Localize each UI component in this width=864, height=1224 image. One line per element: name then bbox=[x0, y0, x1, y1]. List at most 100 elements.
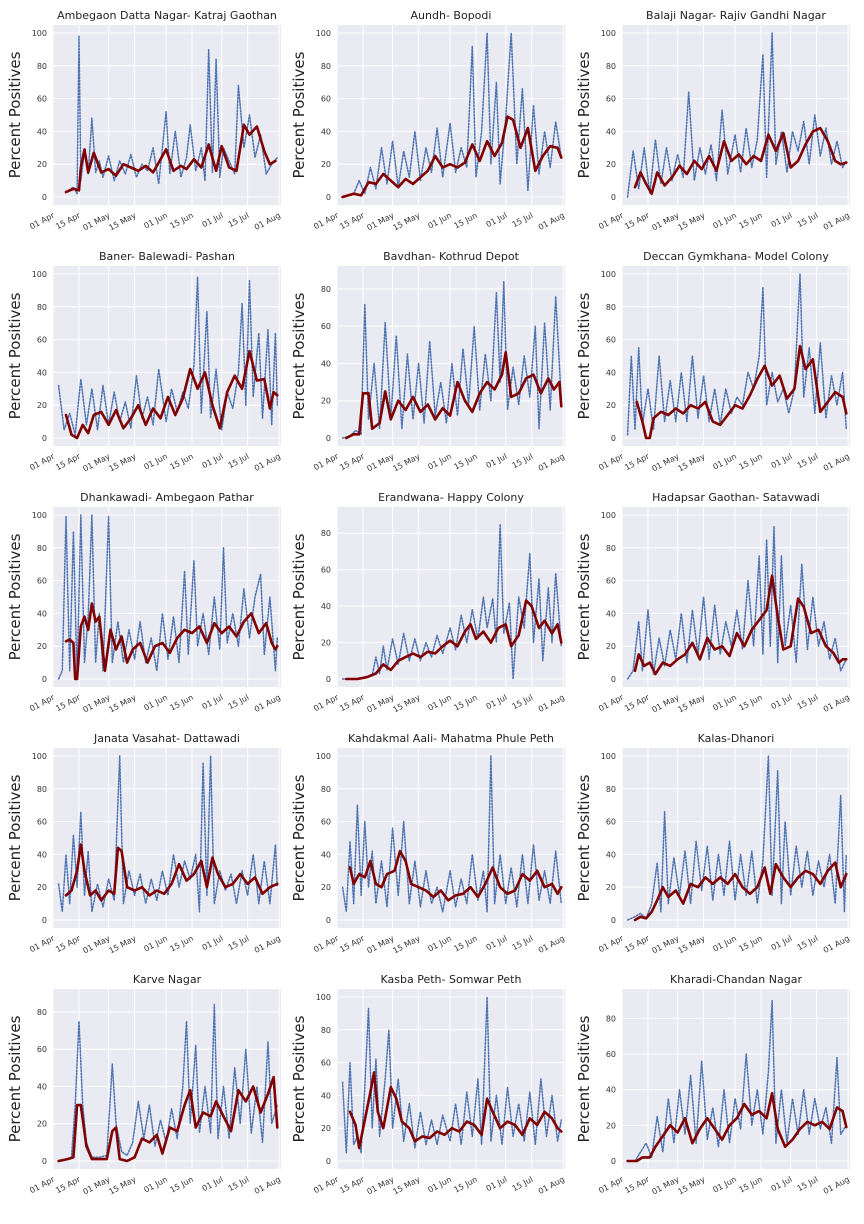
series-rolling-line bbox=[64, 123, 277, 194]
series-rolling-line bbox=[64, 843, 279, 902]
y-tick-label: 100 bbox=[32, 511, 47, 520]
y-tick-label: 80 bbox=[37, 1008, 47, 1017]
y-tick-label: 80 bbox=[321, 1026, 331, 1035]
series-rolling-line bbox=[64, 349, 279, 440]
y-tick-label: 0 bbox=[42, 1157, 47, 1166]
series-rolling-line bbox=[341, 115, 563, 199]
y-tick-label: 0 bbox=[326, 916, 331, 925]
y-tick-label: 20 bbox=[606, 883, 616, 892]
y-tick-label: 40 bbox=[321, 127, 331, 136]
y-tick-label: 0 bbox=[326, 193, 331, 202]
y-tick-label: 40 bbox=[37, 609, 47, 618]
y-tick-label: 60 bbox=[606, 336, 616, 345]
y-tick-label: 100 bbox=[32, 270, 47, 279]
y-tick-label: 20 bbox=[37, 1120, 47, 1129]
y-tick-label: 40 bbox=[321, 359, 331, 368]
y-tick-label: 0 bbox=[611, 916, 616, 925]
y-tick-label: 60 bbox=[321, 566, 331, 575]
y-tick-label: 100 bbox=[601, 511, 616, 520]
y-tick-label: 40 bbox=[37, 850, 47, 859]
series-rolling-line bbox=[344, 350, 563, 440]
y-tick-label: 40 bbox=[606, 850, 616, 859]
y-tick-label: 80 bbox=[606, 544, 616, 553]
series-daily-line bbox=[626, 755, 848, 921]
y-tick-label: 20 bbox=[37, 401, 47, 410]
y-tick-label: 60 bbox=[37, 336, 47, 345]
y-tick-label: 80 bbox=[37, 785, 47, 794]
series-rolling-line bbox=[626, 1092, 848, 1163]
y-tick-label: 60 bbox=[37, 577, 47, 586]
series-rolling-line bbox=[64, 602, 279, 681]
y-axis-label: Percent Positives bbox=[575, 533, 593, 660]
series-daily-line bbox=[352, 32, 563, 195]
panel-title: Kharadi-Chandan Nagar bbox=[670, 973, 802, 986]
series-daily-line bbox=[341, 996, 563, 1154]
x-tick-label: 01 Aug bbox=[822, 1175, 851, 1196]
panel-title: Ambegaon Datta Nagar- Katraj Gaothan bbox=[57, 9, 277, 22]
x-tick-label: 01 Jul bbox=[770, 1175, 794, 1193]
plot-area bbox=[622, 989, 850, 1169]
y-tick-label: 100 bbox=[32, 752, 47, 761]
y-tick-label: 20 bbox=[606, 642, 616, 651]
x-tick-label: 15 Apr bbox=[623, 1174, 651, 1195]
y-axis-label: Percent Positives bbox=[290, 1015, 308, 1142]
y-tick-label: 60 bbox=[321, 818, 331, 827]
y-tick-label: 20 bbox=[606, 160, 616, 169]
y-tick-label: 80 bbox=[606, 1014, 616, 1023]
y-tick-label: 80 bbox=[321, 529, 331, 538]
y-axis-label: Percent Positives bbox=[575, 292, 593, 419]
y-tick-label: 0 bbox=[42, 675, 47, 684]
y-tick-label: 20 bbox=[37, 883, 47, 892]
x-tick-label: 15 Jul bbox=[796, 1175, 820, 1193]
y-tick-label: 20 bbox=[321, 639, 331, 648]
x-tick-label: 15 Jun bbox=[737, 1175, 764, 1195]
y-axis-label: Percent Positives bbox=[575, 1015, 593, 1142]
y-tick-label: 20 bbox=[606, 401, 616, 410]
y-axis-label: Percent Positives bbox=[290, 774, 308, 901]
panel-title: Kahdakmal Aali- Mahatma Phule Peth bbox=[348, 732, 554, 745]
y-tick-label: 0 bbox=[326, 675, 331, 684]
y-tick-label: 80 bbox=[321, 785, 331, 794]
x-tick-label: 01 Jun bbox=[712, 1175, 739, 1195]
y-tick-label: 0 bbox=[611, 1157, 616, 1166]
y-axis-label: Percent Positives bbox=[6, 1015, 24, 1142]
series-rolling-line bbox=[633, 126, 848, 195]
y-tick-label: 80 bbox=[321, 62, 331, 71]
y-tick-label: 20 bbox=[321, 883, 331, 892]
y-tick-label: 40 bbox=[606, 1086, 616, 1095]
y-tick-label: 40 bbox=[606, 609, 616, 618]
y-tick-label: 100 bbox=[316, 993, 331, 1002]
panel-title: Karve Nagar bbox=[133, 973, 202, 986]
y-tick-label: 0 bbox=[326, 434, 331, 443]
series-rolling-line bbox=[348, 1071, 563, 1150]
panel-title: Dhankawadi- Ambegaon Pathar bbox=[80, 491, 254, 504]
y-tick-label: 40 bbox=[37, 368, 47, 377]
panel-title: Bavdhan- Kothrud Depot bbox=[383, 250, 520, 263]
y-tick-label: 40 bbox=[321, 850, 331, 859]
y-tick-label: 100 bbox=[32, 29, 47, 38]
y-tick-label: 60 bbox=[606, 577, 616, 586]
x-tick-label: 01 Apr bbox=[597, 1174, 625, 1195]
y-axis-label: Percent Positives bbox=[290, 51, 308, 178]
panel-title: Kalas-Dhanori bbox=[698, 732, 775, 745]
y-tick-label: 100 bbox=[316, 752, 331, 761]
x-tick-label: 15 May bbox=[676, 1175, 706, 1197]
y-axis-label: Percent Positives bbox=[6, 51, 24, 178]
y-tick-label: 0 bbox=[42, 434, 47, 443]
series-rolling-line bbox=[344, 599, 563, 681]
y-tick-label: 60 bbox=[37, 818, 47, 827]
y-tick-label: 20 bbox=[321, 160, 331, 169]
y-tick-label: 40 bbox=[606, 127, 616, 136]
y-tick-label: 20 bbox=[321, 1124, 331, 1133]
y-tick-label: 0 bbox=[611, 675, 616, 684]
